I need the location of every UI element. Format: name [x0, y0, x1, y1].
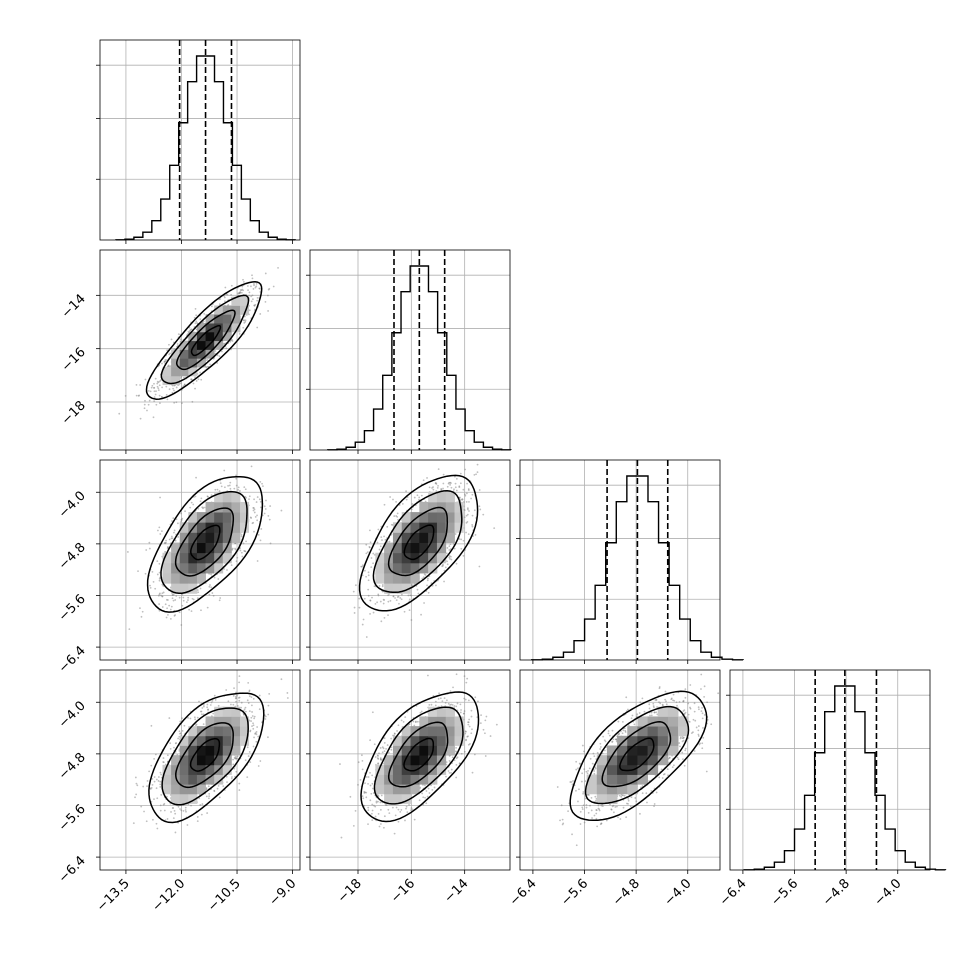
panel-3-3: [726, 669, 947, 874]
contour-1: [601, 721, 672, 788]
x-tick-label: −6.4: [717, 876, 750, 909]
density-cells: [162, 491, 250, 594]
y-tick-label: −4.8: [56, 750, 89, 783]
x-tick-label: −4.0: [872, 876, 905, 909]
x-tick-label: −5.6: [768, 876, 801, 909]
x-tick-label: −4.0: [662, 876, 695, 909]
contour-3: [148, 692, 265, 824]
density-cells: [375, 706, 464, 804]
y-tick-label: −16: [59, 345, 89, 375]
y-tick-label: −5.6: [56, 802, 89, 835]
x-tick-label: −4.8: [610, 876, 643, 909]
x-tick-label: −10.5: [205, 876, 244, 915]
x-tick-label: −12.0: [150, 876, 189, 915]
panel-frame: [309, 669, 511, 871]
contour-2: [372, 489, 463, 594]
panel-2-2: [516, 459, 744, 664]
histogram-0: [115, 55, 296, 241]
contour-1: [387, 506, 449, 577]
contour-0: [190, 324, 222, 357]
contour-0: [619, 737, 655, 772]
panel-frame: [729, 669, 931, 871]
panel-2-0: [96, 459, 301, 664]
panel-frame: [309, 459, 511, 661]
panel-3-2: [516, 669, 721, 874]
y-tick-label: −18: [59, 398, 89, 428]
x-tick-label: −5.6: [558, 876, 591, 909]
density-cells: [162, 296, 250, 386]
panel-frame: [99, 39, 301, 241]
contour-2: [373, 706, 464, 805]
density-cells: [162, 706, 250, 804]
panel-frame: [99, 669, 301, 871]
panel-frame: [99, 249, 301, 451]
contour-2: [584, 705, 690, 805]
panel-frame: [519, 669, 721, 871]
y-tick-label: −5.6: [56, 592, 89, 625]
contour-1: [387, 721, 449, 788]
x-tick-label: −9.0: [266, 876, 299, 909]
panel-frame: [309, 249, 511, 451]
panel-1-0: [96, 249, 301, 454]
contour-2: [161, 707, 249, 806]
contour-0: [403, 524, 435, 561]
panel-0-0: [96, 39, 301, 244]
y-tick-label: −4.0: [56, 488, 89, 521]
panel-frame: [99, 459, 301, 661]
contour-3: [146, 475, 264, 613]
y-tick-label: −6.4: [56, 853, 89, 886]
panel-2-1: [306, 459, 511, 664]
contour-3: [569, 690, 708, 822]
contour-2: [160, 294, 250, 385]
density-cells: [375, 491, 464, 594]
panel-3-1: [306, 669, 511, 874]
contour-0: [403, 737, 435, 772]
density-cells: [586, 706, 689, 804]
contour-2: [160, 490, 248, 595]
contour-1: [175, 722, 234, 789]
panel-1-1: [306, 249, 512, 454]
histogram-2: [531, 475, 744, 661]
y-tick-label: −6.4: [56, 643, 89, 676]
x-tick-label: −16: [388, 876, 418, 906]
contour-3: [358, 474, 479, 612]
x-tick-label: −18: [335, 876, 365, 906]
contour-1: [175, 309, 236, 371]
contour-0: [189, 737, 221, 772]
histogram-3: [743, 685, 947, 871]
histogram-1: [327, 265, 512, 451]
x-tick-label: −13.5: [94, 876, 133, 915]
contour-0: [190, 524, 221, 561]
contour-3: [360, 691, 480, 823]
x-tick-label: −6.4: [507, 876, 540, 909]
x-tick-label: −14: [441, 876, 471, 906]
panel-3-0: [96, 669, 301, 874]
y-tick-label: −4.0: [56, 698, 89, 731]
contour-3: [145, 281, 263, 400]
y-tick-label: −4.8: [56, 540, 89, 573]
x-tick-label: −4.8: [820, 876, 853, 909]
contour-1: [174, 507, 235, 577]
panel-frame: [519, 459, 721, 661]
y-tick-label: −14: [59, 292, 89, 322]
